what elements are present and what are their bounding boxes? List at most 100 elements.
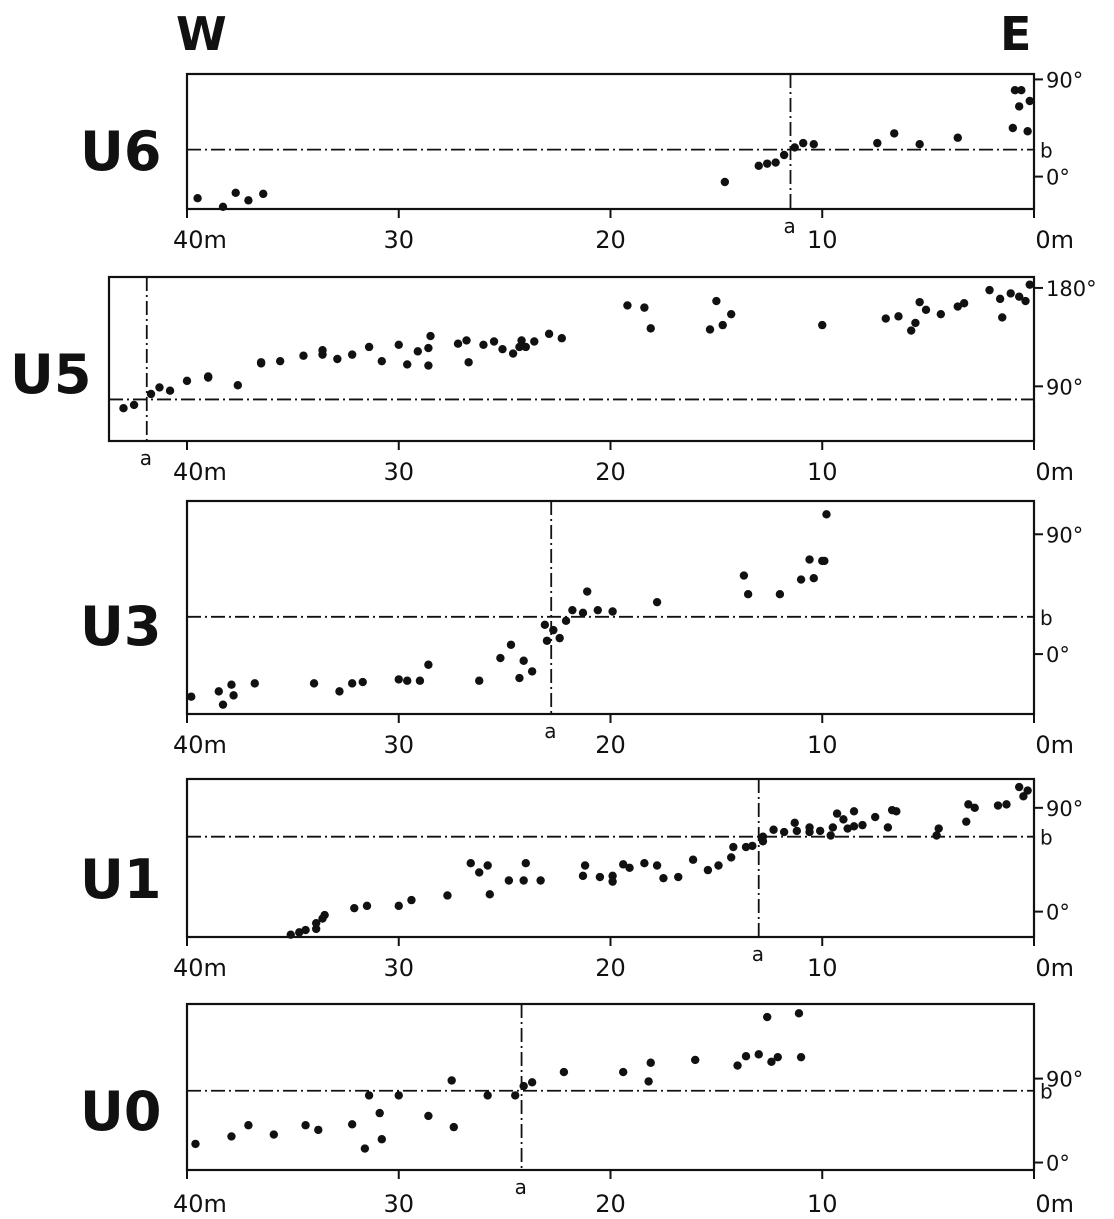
data-point xyxy=(809,140,818,149)
data-point xyxy=(733,1061,742,1070)
data-point xyxy=(187,692,196,701)
data-point xyxy=(544,329,554,339)
data-point xyxy=(347,350,357,359)
west-label: W xyxy=(176,7,227,61)
data-point xyxy=(858,820,867,830)
data-point xyxy=(794,1009,804,1018)
x-tick-label: 40m xyxy=(173,1190,227,1218)
data-point xyxy=(771,158,780,167)
data-point xyxy=(608,607,617,616)
data-point xyxy=(726,309,736,319)
data-point xyxy=(347,1120,357,1129)
data-point xyxy=(688,855,698,864)
x-tick-label: 40m xyxy=(173,458,227,486)
data-point xyxy=(464,358,473,367)
data-point xyxy=(1014,292,1024,301)
data-point xyxy=(1025,280,1034,289)
data-point xyxy=(415,676,425,685)
data-point xyxy=(748,841,757,851)
y-tick-label: 90° xyxy=(1046,1068,1083,1092)
data-point xyxy=(578,608,588,618)
data-point xyxy=(779,827,789,837)
data-point xyxy=(640,303,649,312)
data-point xyxy=(244,196,253,205)
y-tick-label: 90° xyxy=(1046,375,1083,399)
data-point xyxy=(519,876,528,885)
data-point xyxy=(718,320,727,330)
x-tick-label: 0m xyxy=(1035,731,1074,759)
data-point xyxy=(726,853,736,862)
x-tick-label: 20 xyxy=(595,226,626,254)
panel-u5: U5 a 40m 30 20 10 0m 180° 90° xyxy=(10,275,1097,486)
b-label: b xyxy=(1040,1080,1053,1104)
data-point xyxy=(311,924,321,934)
data-point xyxy=(754,161,763,170)
data-point xyxy=(1025,96,1034,106)
data-point xyxy=(1017,86,1026,95)
data-point xyxy=(333,354,342,364)
data-point xyxy=(1014,102,1024,111)
a-label: a xyxy=(544,719,556,743)
data-point xyxy=(619,1067,628,1077)
x-tick-label: 0m xyxy=(1035,954,1074,982)
data-point xyxy=(578,871,588,881)
data-point xyxy=(485,890,495,899)
data-point xyxy=(244,1121,253,1130)
data-point xyxy=(511,1091,520,1100)
y-tick-label: 90° xyxy=(1046,523,1083,547)
data-point xyxy=(479,340,488,349)
data-point xyxy=(1008,123,1018,133)
data-point xyxy=(309,679,319,688)
data-point xyxy=(269,1130,279,1139)
data-point xyxy=(358,677,367,687)
data-point xyxy=(506,640,516,649)
data-point xyxy=(1010,86,1020,95)
data-point xyxy=(540,620,550,630)
data-point xyxy=(911,318,920,328)
data-point xyxy=(453,339,463,348)
data-point xyxy=(403,360,412,369)
data-point xyxy=(779,150,789,160)
data-point xyxy=(595,872,605,882)
y-tick-label: 180° xyxy=(1046,277,1097,301)
x-tick-label: 0m xyxy=(1035,458,1074,486)
data-point xyxy=(233,381,243,390)
data-point xyxy=(320,910,329,920)
data-point xyxy=(227,680,236,689)
data-point xyxy=(915,297,924,307)
y-tick-label: 0° xyxy=(1046,166,1070,190)
data-point xyxy=(1021,296,1030,306)
data-point xyxy=(259,189,268,199)
x-tick-label: 20 xyxy=(595,1190,626,1218)
panel-u0: U0 b a 40m 30 20 10 0m 90° 0° xyxy=(80,1002,1083,1218)
data-point xyxy=(593,605,602,615)
data-point xyxy=(1019,792,1028,801)
data-point xyxy=(640,858,649,868)
data-point xyxy=(773,1052,782,1062)
data-point xyxy=(424,660,433,669)
data-point xyxy=(314,1125,323,1135)
data-point xyxy=(521,858,530,868)
data-point xyxy=(932,831,941,840)
data-point xyxy=(623,301,632,310)
x-tick-label: 20 xyxy=(595,731,626,759)
data-point xyxy=(256,358,266,367)
data-point xyxy=(394,1091,403,1100)
data-point xyxy=(790,818,799,828)
data-point xyxy=(407,895,416,905)
data-point xyxy=(1023,127,1032,136)
data-point xyxy=(536,876,545,885)
data-point xyxy=(557,334,566,343)
data-point xyxy=(498,344,507,354)
data-point xyxy=(995,294,1005,304)
data-point xyxy=(527,1078,537,1087)
data-point xyxy=(818,320,827,330)
data-point xyxy=(805,827,814,837)
data-point xyxy=(894,312,903,321)
data-point xyxy=(936,309,946,319)
data-point xyxy=(805,555,814,564)
data-point xyxy=(475,676,484,685)
data-point xyxy=(985,285,994,295)
panel-u3: U3 b a 40m 30 20 10 0m 90° 0° xyxy=(80,499,1083,759)
data-point xyxy=(403,676,412,685)
